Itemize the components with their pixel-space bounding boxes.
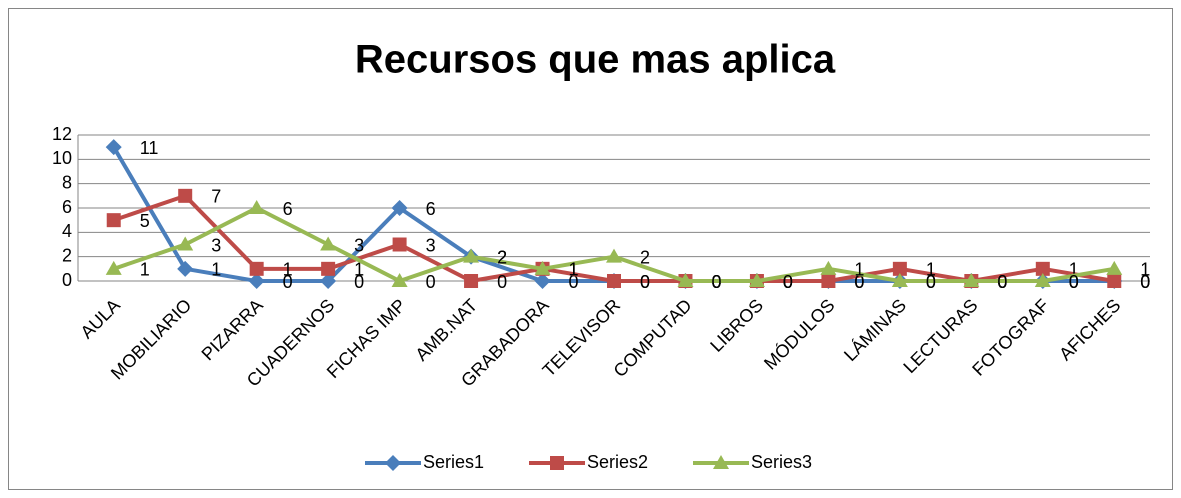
- data-label: 0: [783, 272, 793, 292]
- data-label: 2: [497, 247, 507, 267]
- data-label: 1: [569, 260, 579, 280]
- marker: [463, 248, 480, 263]
- data-label: 0: [569, 272, 579, 292]
- marker: [963, 273, 980, 287]
- marker: [713, 455, 729, 469]
- data-label: 0: [711, 272, 721, 292]
- y-tick-label: 8: [62, 172, 72, 192]
- data-label: 0: [1140, 272, 1150, 292]
- marker: [177, 236, 194, 251]
- y-tick-label: 12: [52, 124, 72, 144]
- data-label: 0: [1069, 272, 1079, 292]
- legend-label: Series3: [751, 452, 812, 472]
- data-label: 1: [354, 260, 364, 280]
- data-label: 0: [783, 272, 793, 292]
- data-label: 6: [426, 199, 436, 219]
- marker: [891, 273, 908, 287]
- data-label: 0: [426, 272, 436, 292]
- marker: [606, 248, 622, 263]
- data-label: 7: [211, 187, 221, 207]
- y-tick-label: 6: [62, 197, 72, 217]
- marker: [177, 260, 194, 277]
- marker: [321, 261, 336, 276]
- data-label: 1: [211, 260, 221, 280]
- chart-title: Recursos que mas aplica: [355, 38, 836, 82]
- data-label: 1: [140, 260, 150, 280]
- marker: [464, 274, 479, 288]
- marker: [748, 273, 765, 287]
- data-label: 3: [354, 235, 364, 255]
- marker: [178, 188, 193, 203]
- chart-border: [8, 8, 1173, 490]
- data-label: 2: [497, 247, 507, 267]
- marker: [392, 237, 407, 252]
- data-label: 0: [354, 272, 364, 292]
- marker: [1107, 274, 1122, 288]
- marker: [607, 274, 621, 288]
- data-label: 0: [854, 272, 864, 292]
- marker: [391, 273, 408, 287]
- data-label: 0: [1140, 272, 1150, 292]
- marker: [106, 213, 121, 228]
- marker: [105, 260, 122, 275]
- data-label: 0: [854, 272, 864, 292]
- data-label: 6: [283, 199, 293, 219]
- data-label: 1: [1140, 260, 1150, 280]
- data-label: 0: [283, 272, 293, 292]
- data-label: 0: [640, 272, 650, 292]
- data-label: 1: [926, 260, 936, 280]
- data-label: 0: [497, 272, 507, 292]
- marker: [320, 273, 337, 289]
- data-label: 1: [283, 260, 293, 280]
- marker: [892, 261, 907, 276]
- marker: [391, 200, 408, 216]
- marker: [821, 274, 836, 288]
- data-label: 1: [854, 260, 864, 280]
- data-label: 0: [926, 272, 936, 292]
- data-label: 5: [140, 211, 150, 231]
- marker: [1034, 273, 1051, 287]
- data-label: 11: [140, 138, 159, 158]
- legend-label: Series1: [423, 452, 484, 472]
- marker: [1035, 261, 1050, 276]
- marker: [1106, 260, 1123, 275]
- marker: [534, 260, 551, 275]
- marker: [550, 456, 564, 470]
- marker: [105, 139, 122, 156]
- marker: [820, 260, 837, 275]
- y-tick-label: 0: [62, 270, 72, 290]
- data-label: 0: [1069, 272, 1079, 292]
- legend-label: Series2: [587, 452, 648, 472]
- data-label: 1: [1069, 260, 1079, 280]
- y-tick-label: 4: [62, 221, 72, 241]
- data-label: 3: [426, 235, 436, 255]
- marker: [677, 273, 694, 287]
- data-label: 3: [211, 235, 221, 255]
- data-label: 0: [997, 272, 1007, 292]
- marker: [249, 261, 264, 276]
- marker: [320, 236, 337, 251]
- data-label: 1: [569, 260, 579, 280]
- y-tick-label: 10: [52, 148, 72, 168]
- data-label: 2: [640, 247, 650, 267]
- marker: [248, 273, 265, 289]
- marker: [385, 455, 401, 471]
- marker: [248, 200, 265, 214]
- y-tick-label: 2: [62, 245, 72, 265]
- marker: [534, 273, 551, 289]
